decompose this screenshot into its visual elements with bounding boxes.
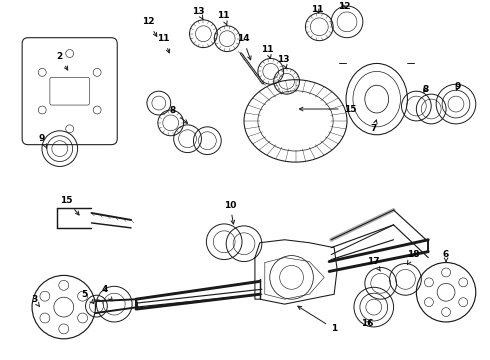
Text: 11: 11: [157, 34, 170, 53]
Text: 11: 11: [262, 45, 274, 58]
Text: 3: 3: [31, 295, 40, 307]
Text: 13: 13: [277, 55, 290, 68]
Text: 17: 17: [368, 257, 380, 271]
Text: 5: 5: [81, 290, 94, 303]
Text: 14: 14: [237, 34, 251, 60]
Text: 8: 8: [170, 107, 188, 123]
Text: 13: 13: [192, 8, 205, 19]
Text: 1: 1: [298, 306, 337, 333]
Text: 15: 15: [60, 195, 79, 215]
Text: 12: 12: [142, 17, 157, 36]
Text: 8: 8: [422, 85, 428, 94]
Text: 11: 11: [217, 12, 229, 26]
Text: 2: 2: [57, 52, 68, 70]
Text: 7: 7: [370, 120, 377, 133]
Text: 15: 15: [299, 104, 356, 113]
Text: 16: 16: [361, 319, 373, 328]
Text: 6: 6: [443, 250, 449, 262]
Text: 11: 11: [311, 5, 323, 14]
Text: 9: 9: [39, 134, 47, 148]
Text: 10: 10: [224, 201, 236, 224]
Text: 9: 9: [455, 82, 461, 91]
Text: 12: 12: [338, 3, 350, 12]
Text: 4: 4: [101, 285, 112, 301]
Text: 18: 18: [407, 250, 419, 265]
